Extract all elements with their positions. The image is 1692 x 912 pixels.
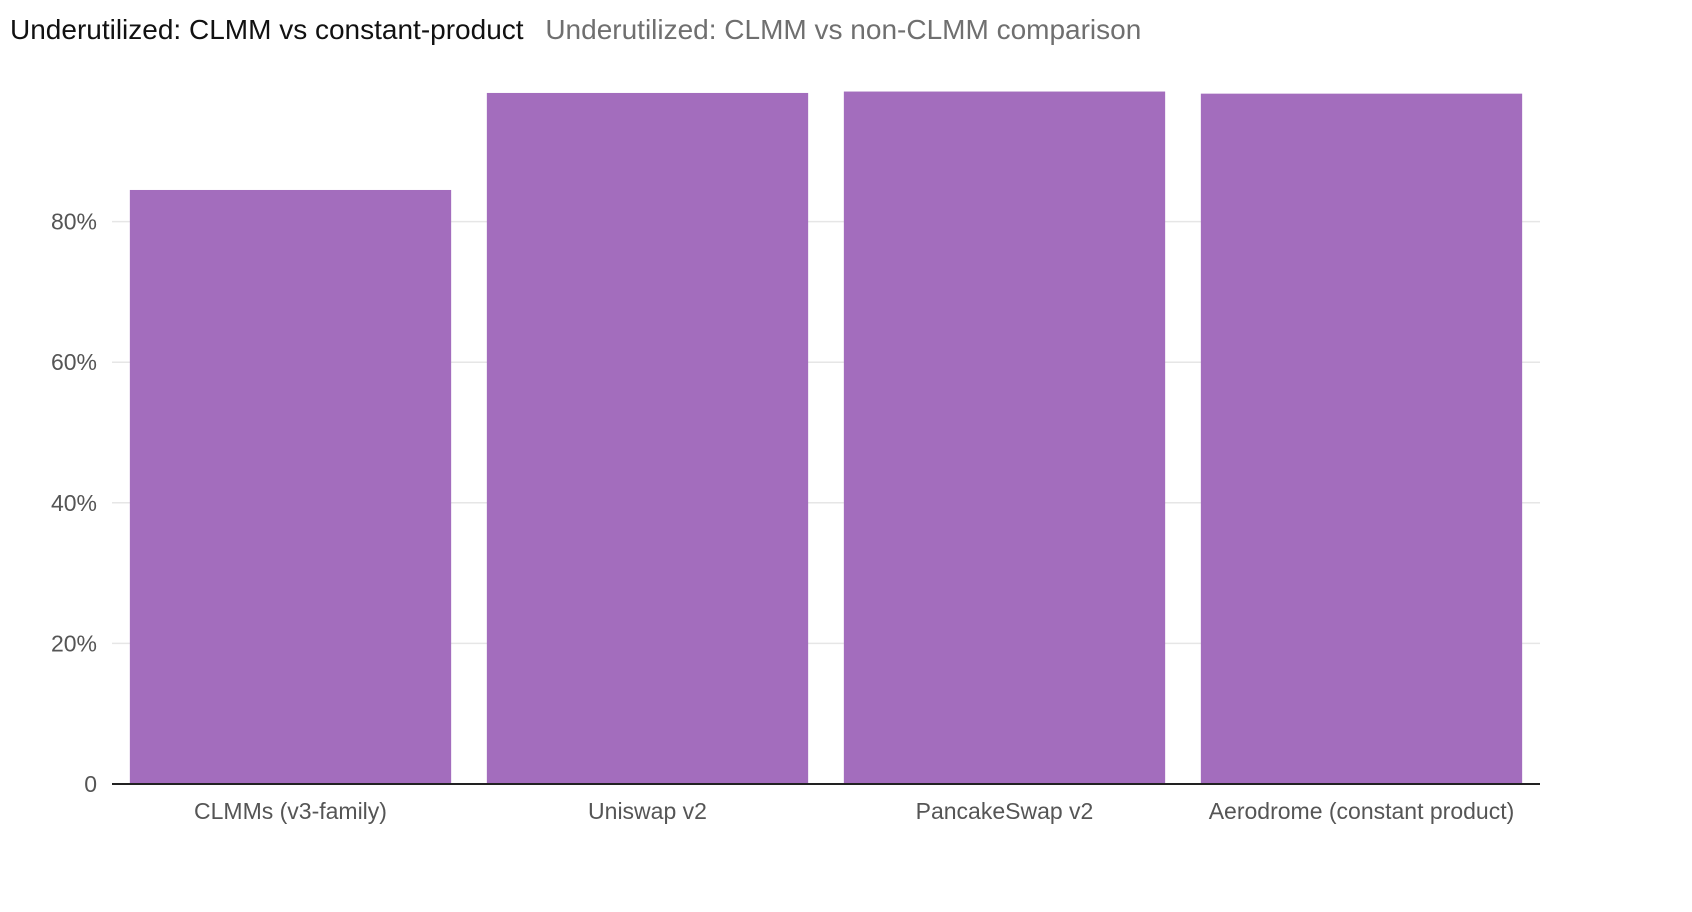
y-tick-label: 80% xyxy=(51,209,97,235)
bar[interactable] xyxy=(1200,93,1523,785)
y-tick-label: 40% xyxy=(51,490,97,516)
bar[interactable] xyxy=(843,91,1166,785)
bar[interactable] xyxy=(129,189,452,785)
chart-title: Underutilized: CLMM vs constant-product xyxy=(10,14,524,45)
bars xyxy=(129,91,1523,785)
chart-subtitle: Underutilized: CLMM vs non-CLMM comparis… xyxy=(545,14,1142,45)
x-category-label: CLMMs (v3-family) xyxy=(194,798,387,824)
x-category-label: Uniswap v2 xyxy=(588,798,707,824)
x-axis-labels: CLMMs (v3-family) Uniswap v2 PancakeSwap v… xyxy=(194,798,1514,824)
y-tick-label: 60% xyxy=(51,349,97,375)
y-tick-label: 20% xyxy=(51,630,97,656)
y-tick-label: 0 xyxy=(84,771,97,797)
x-category-label: Aerodrome (constant product) xyxy=(1209,798,1515,824)
y-axis-ticks: 0 20% 40% 60% 80% xyxy=(51,209,97,797)
bar[interactable] xyxy=(486,92,809,785)
x-category-label: PancakeSwap v2 xyxy=(916,798,1094,824)
chart-header: Underutilized: CLMM vs constant-product … xyxy=(10,10,1141,50)
